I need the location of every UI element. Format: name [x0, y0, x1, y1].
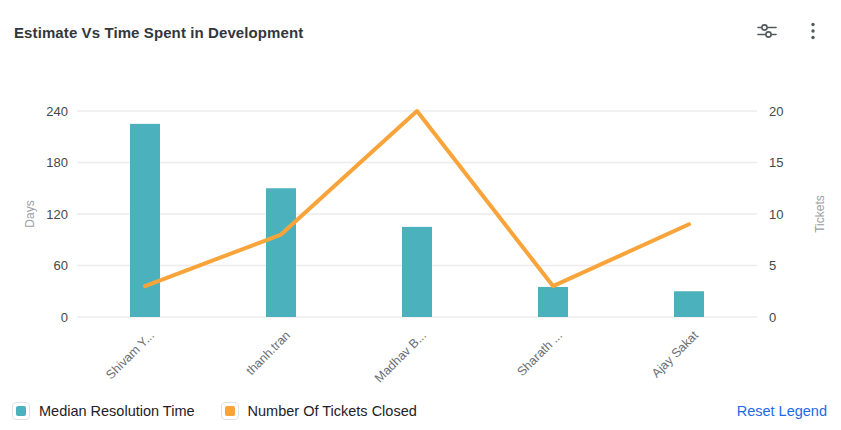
legend-swatch: [225, 406, 235, 416]
x-axis-label: thanh.tran: [243, 328, 293, 378]
left-axis-tick: 60: [54, 258, 68, 273]
legend-swatch-box: [12, 402, 30, 420]
legend-item-0[interactable]: Median Resolution Time: [12, 402, 195, 420]
bar-median-resolution-time[interactable]: [538, 287, 568, 317]
bar-median-resolution-time[interactable]: [402, 227, 432, 317]
x-axis-label: Sharath ...: [514, 328, 565, 379]
legend-label: Number Of Tickets Closed: [248, 403, 417, 419]
legend-item-1[interactable]: Number Of Tickets Closed: [221, 402, 417, 420]
legend-swatch-box: [221, 402, 239, 420]
right-axis-tick: 10: [769, 207, 783, 222]
right-axis-tick: 20: [769, 104, 783, 119]
combo-chart: 0 60 120 180 240 0 5 10 15 20 Days Tickets Shivam Y.…: [0, 0, 841, 430]
left-axis-name: Days: [23, 200, 37, 227]
x-axis-label: Madhav B...: [372, 328, 429, 385]
bar-median-resolution-time[interactable]: [266, 188, 296, 317]
x-axis-label: Shivam Y...: [103, 328, 157, 382]
left-axis-tick: 120: [46, 207, 68, 222]
right-axis-tick: 15: [769, 155, 783, 170]
legend-label: Median Resolution Time: [39, 403, 195, 419]
chart-card: Estimate Vs Time Spent in Development: [0, 0, 841, 430]
bar-median-resolution-time[interactable]: [674, 291, 704, 317]
right-axis-name: Tickets: [813, 195, 827, 233]
left-axis-tick: 240: [46, 104, 68, 119]
left-axis-tick: 180: [46, 155, 68, 170]
x-axis-label: Ajay Sakat: [649, 328, 702, 381]
right-axis-tick: 0: [769, 310, 776, 325]
legend-items: Median Resolution Time Number Of Tickets …: [12, 402, 417, 420]
left-axis-tick: 0: [61, 310, 68, 325]
right-axis-tick: 5: [769, 258, 776, 273]
chart-legend: Median Resolution Time Number Of Tickets …: [12, 398, 827, 424]
reset-legend-link[interactable]: Reset Legend: [737, 403, 827, 419]
legend-swatch: [16, 406, 26, 416]
